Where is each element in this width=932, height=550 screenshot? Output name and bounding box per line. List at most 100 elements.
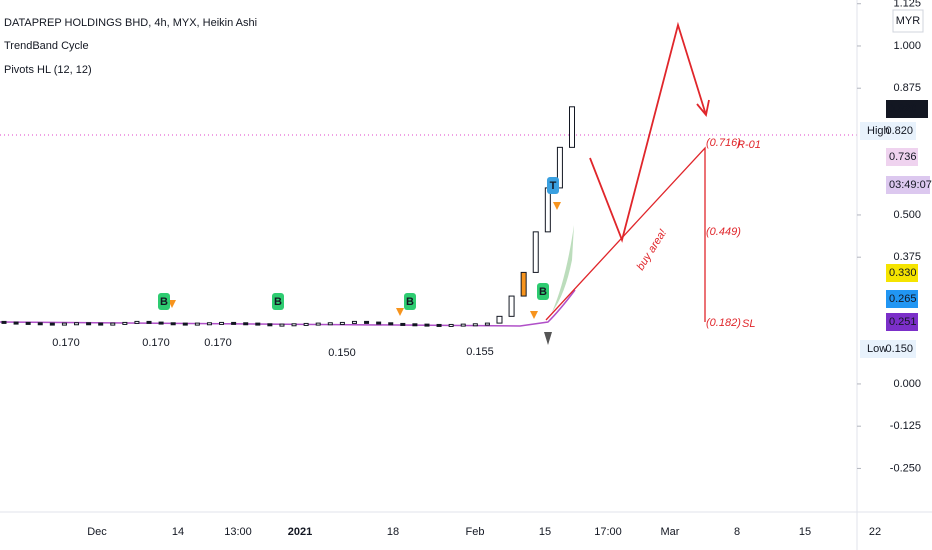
candle-body xyxy=(37,322,43,326)
candle-body xyxy=(460,323,466,327)
signal-badge xyxy=(547,177,559,194)
x-tick-label: 15 xyxy=(539,526,551,538)
candle-body xyxy=(569,106,575,148)
price-label: High xyxy=(867,125,890,137)
y-tick-label: -0.125 xyxy=(890,420,921,432)
x-tick-label: 22 xyxy=(869,526,881,538)
signal-label: B xyxy=(406,296,414,308)
candle-body xyxy=(158,321,164,325)
candles xyxy=(1,106,575,327)
y-tick-label: 0.875 xyxy=(893,82,921,94)
x-tick-label: 2021 xyxy=(288,526,312,538)
price-label: Low xyxy=(867,343,887,355)
price-label: 0.330 xyxy=(889,267,917,279)
pivot-label: 0.170 xyxy=(52,337,80,349)
candle-body xyxy=(496,315,503,324)
candle-body xyxy=(231,321,237,325)
candle-body xyxy=(255,322,261,326)
candle-body xyxy=(484,322,490,326)
candle-body xyxy=(508,295,515,317)
candle-body xyxy=(1,320,7,324)
candle-body xyxy=(74,322,80,326)
price-label: 0.736 xyxy=(889,151,917,163)
candle-body xyxy=(532,231,539,273)
price-label: 0.265 xyxy=(889,293,917,305)
y-tick-label: 1.000 xyxy=(893,40,921,52)
signal-label: T xyxy=(550,180,557,192)
indicator: TrendBand Cycle xyxy=(4,40,89,52)
candle-body xyxy=(86,322,92,326)
x-tick-label: Feb xyxy=(466,526,485,538)
target-line xyxy=(545,146,706,322)
trend-band xyxy=(0,289,576,327)
x-tick-label: 18 xyxy=(387,526,399,538)
price-label: 0.820 xyxy=(885,125,913,137)
candle-body xyxy=(25,321,31,325)
candle-body xyxy=(556,146,563,189)
chart-title: DATAPREP HOLDINGS BHD, 4h, MYX, Heikin A… xyxy=(4,17,257,29)
x-tick-label: 8 xyxy=(734,526,740,538)
candle-body xyxy=(412,323,418,327)
candle-body xyxy=(544,187,551,233)
signal-badge xyxy=(272,293,284,310)
candle-body xyxy=(134,320,140,324)
y-tick-label: -0.250 xyxy=(890,462,921,474)
candle-body xyxy=(122,321,128,325)
annotation: R-01 xyxy=(737,139,761,151)
candle-body xyxy=(472,323,478,327)
price-label-box xyxy=(886,313,918,331)
price-label-box xyxy=(886,100,928,118)
y-tick-label: 1.125 xyxy=(893,0,921,10)
indicator: Pivots HL (12, 12) xyxy=(4,64,92,76)
candle-body xyxy=(303,322,309,326)
signal-badge xyxy=(404,293,416,310)
candle-body xyxy=(219,321,225,325)
candle-body xyxy=(388,322,394,326)
price-label: 0.820 xyxy=(889,103,917,115)
price-label: 0.251 xyxy=(889,316,917,328)
candle-body xyxy=(339,321,345,325)
x-tick-label: Dec xyxy=(87,526,107,538)
pivot-label: 0.155 xyxy=(466,346,494,358)
price-label-box xyxy=(886,290,918,308)
candle-body xyxy=(182,322,188,326)
candle-body xyxy=(13,321,19,325)
price-label: 03:49:07 xyxy=(889,179,932,191)
signal-badge xyxy=(537,283,549,300)
price-label: 0.150 xyxy=(885,343,913,355)
candle-body xyxy=(243,322,249,326)
candle-body xyxy=(424,323,430,327)
currency-box[interactable] xyxy=(892,9,924,33)
candle-body xyxy=(110,322,116,326)
x-tick-label: 15 xyxy=(799,526,811,538)
price-label-box xyxy=(860,340,916,358)
pivot-label: 0.150 xyxy=(328,347,356,359)
candle-body xyxy=(49,322,55,326)
y-tick-label: 0.375 xyxy=(893,251,921,263)
candle-body xyxy=(194,322,200,326)
signal-label: B xyxy=(539,286,547,298)
candle-body xyxy=(364,320,370,324)
candle-body xyxy=(351,320,357,324)
candle-body xyxy=(98,322,104,326)
x-tick-label: Mar xyxy=(661,526,680,538)
candle-body xyxy=(448,323,454,327)
price-label-box xyxy=(886,264,918,282)
candle-body xyxy=(279,323,285,327)
candle-body xyxy=(267,323,273,327)
signal-badge xyxy=(158,293,170,310)
currency: MYR xyxy=(896,15,921,27)
candle-body xyxy=(170,322,176,326)
pivot-label: 0.170 xyxy=(204,337,232,349)
x-tick-label: 13:00 xyxy=(224,526,252,538)
candle-body xyxy=(400,322,406,326)
projection-arrow xyxy=(589,21,710,243)
candle-body xyxy=(376,321,382,325)
candle-body xyxy=(61,322,67,326)
annotation: (0.449) xyxy=(706,226,741,238)
price-label-box xyxy=(886,176,930,194)
annotation: SL xyxy=(742,318,755,330)
y-tick-label: 0.000 xyxy=(893,378,921,390)
